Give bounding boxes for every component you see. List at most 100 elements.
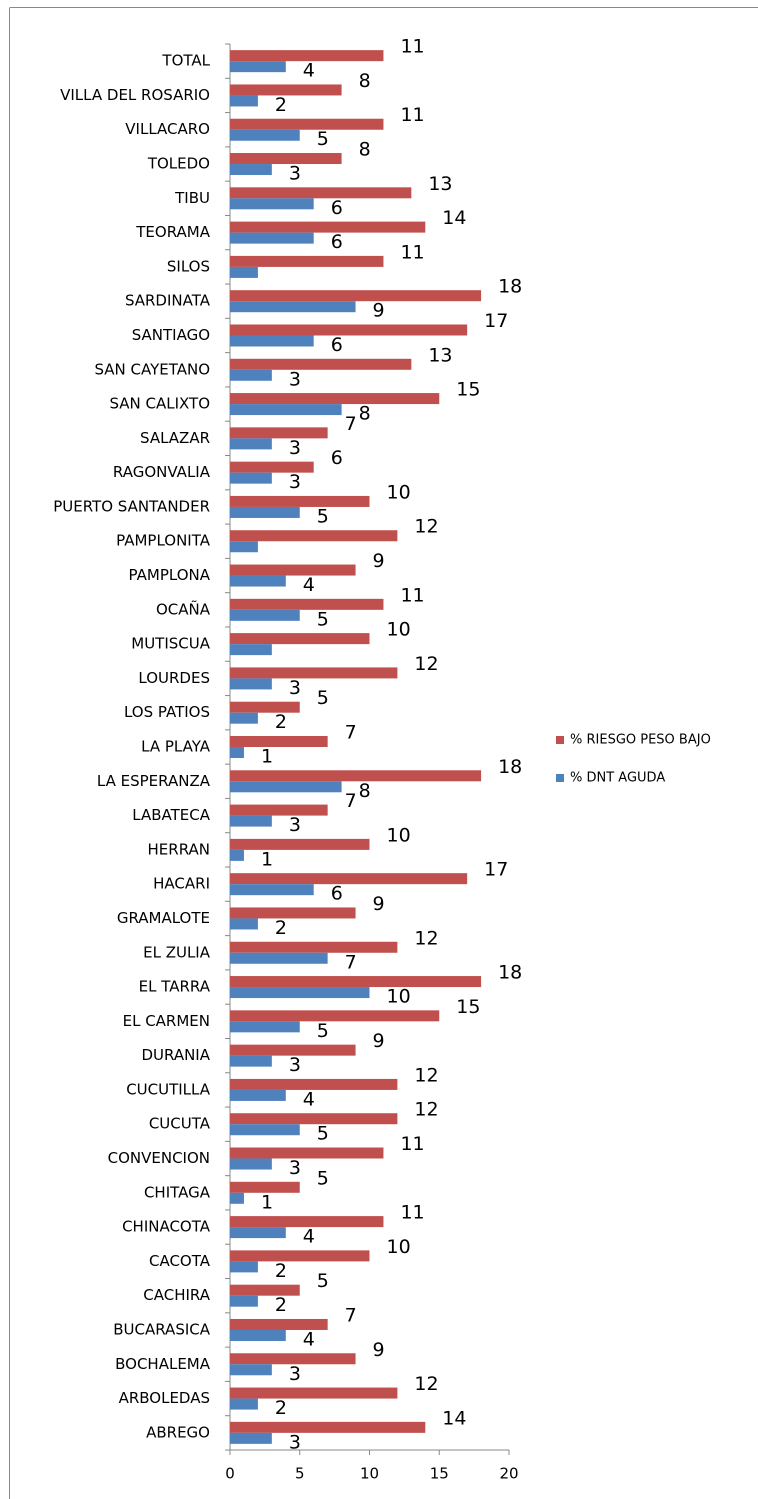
category-label: CACOTA (149, 1252, 211, 1270)
category-label: TOLEDO (147, 155, 210, 173)
category-label: SILOS (167, 257, 210, 275)
category-label: SAN CALIXTO (109, 395, 210, 413)
bar (230, 472, 272, 484)
value-label: 8 (359, 780, 371, 802)
bar (230, 1329, 286, 1341)
category-label: CACHIRA (143, 1286, 210, 1304)
bar (230, 770, 482, 782)
x-tick-label: 15 (430, 1465, 449, 1483)
category-label: EL TARRA (139, 978, 211, 996)
value-label: 7 (345, 951, 357, 973)
value-label: 10 (387, 619, 411, 641)
category-label: ABREGO (146, 1423, 210, 1441)
bar (230, 1227, 286, 1239)
value-label: 3 (289, 1157, 301, 1179)
bar (230, 918, 258, 930)
bar (230, 609, 300, 621)
value-label: 3 (289, 368, 301, 390)
bar (230, 1158, 272, 1170)
value-label: 11 (400, 241, 424, 263)
value-label: 1 (261, 746, 273, 768)
value-label: 2 (275, 94, 287, 116)
category-label: BOCHALEMA (115, 1355, 211, 1373)
legend-label: % RIESGO PESO BAJO (570, 733, 711, 748)
bar (230, 701, 300, 713)
bar (230, 1181, 300, 1193)
category-label: HACARI (153, 875, 210, 893)
value-label: 10 (387, 1236, 411, 1258)
category-label: LA PLAYA (141, 738, 211, 756)
value-label: 7 (345, 1304, 357, 1326)
category-label: HERRAN (148, 840, 210, 858)
category-label: TOTAL (161, 52, 210, 70)
bar (230, 84, 342, 96)
category-label: VILLA DEL ROSARIO (60, 86, 210, 104)
bar (230, 301, 356, 313)
bar (230, 1010, 440, 1022)
legend-swatch (556, 774, 564, 782)
bar (230, 266, 258, 278)
value-label: 18 (498, 756, 522, 778)
category-label: CHINACOTA (122, 1218, 211, 1236)
value-label: 3 (289, 1363, 301, 1385)
category-label: CUCUTA (149, 1115, 211, 1133)
value-label: 4 (303, 60, 315, 82)
value-label: 3 (289, 437, 301, 459)
bar (230, 575, 286, 587)
bar (230, 290, 482, 302)
value-label: 13 (428, 344, 452, 366)
bar (230, 1021, 300, 1033)
bar (230, 153, 342, 165)
bar (230, 1284, 300, 1296)
bar (230, 506, 300, 518)
value-label: 18 (498, 276, 522, 298)
bar (230, 404, 342, 416)
x-tick-label: 0 (225, 1465, 235, 1483)
bar (230, 1318, 328, 1330)
value-label: 7 (345, 790, 357, 812)
bar (230, 393, 440, 405)
category-label: CUCUTILLA (126, 1080, 211, 1098)
value-label: 7 (345, 413, 357, 435)
value-label: 11 (400, 1133, 424, 1155)
bar (230, 873, 468, 885)
value-label: 6 (331, 197, 343, 219)
value-label: 10 (387, 986, 411, 1008)
category-label: SANTIAGO (132, 326, 210, 344)
value-label: 15 (456, 379, 480, 401)
bar (230, 1398, 258, 1410)
bar (230, 324, 468, 336)
value-label: 8 (359, 403, 371, 425)
category-label: RAGONVALIA (113, 463, 211, 481)
category-label: CONVENCION (108, 1149, 210, 1167)
bar (230, 1124, 300, 1136)
bar (230, 495, 370, 507)
value-label: 9 (373, 893, 385, 915)
value-label: 5 (317, 505, 329, 527)
value-label: 3 (289, 1431, 301, 1453)
bar (230, 987, 370, 999)
bar (230, 815, 272, 827)
value-label: 12 (414, 516, 438, 538)
bar (230, 849, 244, 861)
bar (230, 1353, 356, 1365)
category-label: GRAMALOTE (117, 909, 210, 927)
value-label: 12 (414, 653, 438, 675)
value-label: 9 (373, 1339, 385, 1361)
bar (230, 884, 314, 896)
category-label: SAN CAYETANO (94, 360, 210, 378)
bar (230, 187, 412, 199)
value-label: 6 (331, 334, 343, 356)
value-label: 5 (317, 608, 329, 630)
bar (230, 232, 314, 244)
value-label: 5 (317, 1167, 329, 1189)
bar (230, 461, 314, 473)
value-label: 8 (359, 70, 371, 92)
value-label: 2 (275, 1260, 287, 1282)
value-label: 4 (303, 574, 315, 596)
bar (230, 1044, 356, 1056)
category-label: EL CARMEN (123, 1012, 210, 1030)
category-label: PAMPLONA (129, 566, 211, 584)
category-label: LOS PATIOS (124, 703, 210, 721)
